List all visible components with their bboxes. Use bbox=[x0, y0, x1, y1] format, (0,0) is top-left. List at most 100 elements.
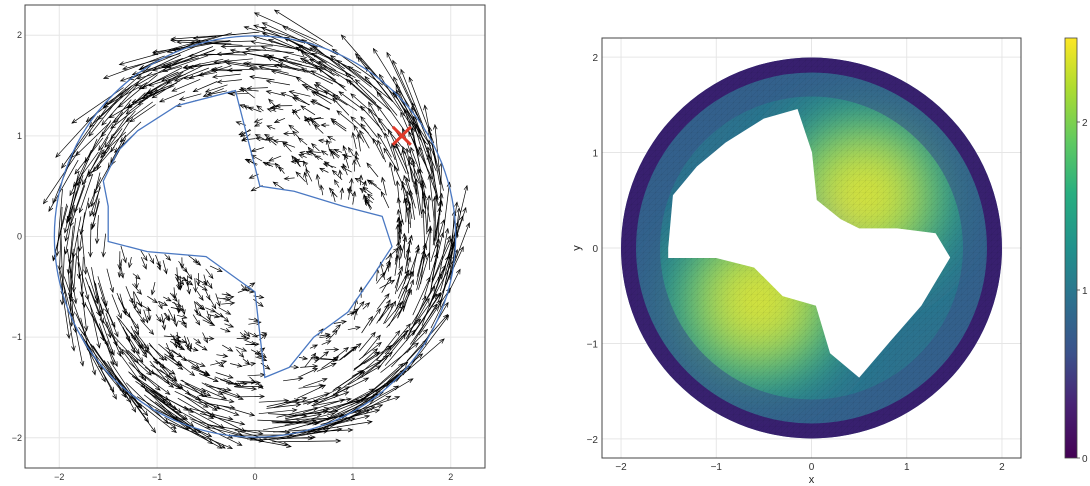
arrow-head bbox=[302, 59, 309, 64]
arrow-head bbox=[182, 75, 189, 80]
arrow-head bbox=[423, 104, 428, 111]
arrow-head bbox=[403, 174, 408, 181]
arrow-shaft bbox=[266, 80, 290, 86]
arrow-shaft bbox=[328, 329, 338, 340]
arrow-head bbox=[134, 323, 140, 330]
arrow-shaft bbox=[347, 326, 361, 331]
arrow-head bbox=[364, 197, 370, 204]
arrow bbox=[263, 418, 317, 431]
arrow bbox=[273, 426, 331, 433]
arrow-shaft bbox=[292, 97, 311, 106]
arrow-head bbox=[160, 318, 165, 325]
arrow-head bbox=[158, 355, 165, 361]
arrow-shaft bbox=[80, 197, 90, 235]
arrow-head bbox=[205, 391, 212, 397]
arrow-head bbox=[117, 264, 122, 271]
arrow-head bbox=[163, 395, 170, 401]
arrow-shaft bbox=[318, 139, 332, 143]
arrow-shaft bbox=[412, 292, 441, 335]
arrow-shaft bbox=[196, 291, 204, 301]
arrow bbox=[407, 160, 417, 195]
arrow-shaft bbox=[276, 428, 342, 440]
arrow-head bbox=[386, 299, 391, 306]
arrow-head bbox=[356, 133, 361, 140]
arrow-head bbox=[118, 61, 125, 66]
arrow bbox=[246, 158, 257, 166]
arrow-head bbox=[400, 111, 405, 118]
arrow-head bbox=[216, 79, 223, 84]
arrow bbox=[405, 177, 416, 209]
arrow-head bbox=[364, 414, 371, 420]
arrow-shaft bbox=[288, 414, 344, 431]
arrow-shaft bbox=[255, 347, 265, 355]
arrow-head bbox=[433, 123, 438, 130]
arrow-shaft bbox=[296, 392, 330, 404]
arrow bbox=[261, 22, 318, 49]
arrow-head bbox=[351, 190, 357, 197]
arrow-head bbox=[202, 280, 209, 286]
arrow bbox=[63, 285, 76, 352]
arrow-shaft bbox=[119, 346, 144, 379]
arrow bbox=[171, 78, 201, 92]
arrow-head bbox=[265, 90, 272, 95]
arrow-head bbox=[320, 150, 327, 156]
arrow-shaft bbox=[359, 130, 370, 149]
arrow-head bbox=[99, 308, 104, 315]
arrow-shaft bbox=[261, 46, 307, 59]
arrow-head bbox=[136, 75, 143, 80]
arrow-head bbox=[145, 306, 152, 312]
arrow-head bbox=[172, 293, 177, 300]
arrow-head bbox=[227, 346, 234, 352]
arrow-head bbox=[355, 325, 361, 331]
arrow-shaft bbox=[195, 342, 208, 351]
arrow-shaft bbox=[69, 218, 77, 265]
arrow-head bbox=[186, 288, 191, 295]
arrow bbox=[202, 395, 235, 404]
arrow-head bbox=[144, 344, 150, 350]
arrow bbox=[178, 260, 188, 273]
arrow bbox=[240, 380, 261, 386]
arrow-head bbox=[84, 294, 90, 301]
arrow-shaft bbox=[311, 398, 352, 407]
arrow-head bbox=[252, 332, 259, 338]
arrow-shaft bbox=[408, 160, 417, 195]
arrow bbox=[224, 323, 235, 328]
arrow bbox=[192, 258, 202, 266]
arrow bbox=[238, 129, 252, 136]
arrow-head bbox=[89, 211, 94, 217]
arrow-shaft bbox=[409, 156, 425, 195]
arrow-head bbox=[332, 357, 339, 363]
arrow-shaft bbox=[350, 374, 402, 413]
arrow bbox=[169, 292, 178, 302]
arrow bbox=[117, 251, 122, 271]
arrow-head bbox=[214, 404, 221, 410]
arrow bbox=[380, 342, 420, 373]
arrow bbox=[122, 390, 177, 434]
arrow bbox=[303, 160, 308, 170]
arrow bbox=[381, 276, 392, 293]
arrow bbox=[353, 351, 381, 370]
arrow-head bbox=[384, 293, 390, 299]
arrow bbox=[313, 124, 324, 134]
arrow-head bbox=[446, 235, 451, 241]
arrow-shaft bbox=[278, 59, 319, 70]
arrow-head bbox=[198, 304, 204, 311]
arrow-shaft bbox=[297, 384, 326, 399]
arrow-head bbox=[187, 343, 192, 350]
arrow bbox=[298, 368, 319, 378]
arrow-shaft bbox=[410, 147, 427, 189]
arrow-head bbox=[207, 439, 214, 445]
arrow bbox=[210, 360, 228, 366]
arrow-shaft bbox=[315, 82, 341, 99]
arrow-head bbox=[435, 242, 440, 249]
arrow-head bbox=[378, 73, 384, 80]
arrow-head bbox=[375, 334, 381, 341]
arrow bbox=[137, 81, 171, 106]
arrow-head bbox=[258, 65, 265, 70]
arrow-shaft bbox=[353, 351, 380, 370]
arrow bbox=[240, 284, 248, 292]
arrow bbox=[377, 139, 387, 163]
arrow bbox=[69, 149, 92, 197]
arrow-head bbox=[393, 247, 399, 253]
